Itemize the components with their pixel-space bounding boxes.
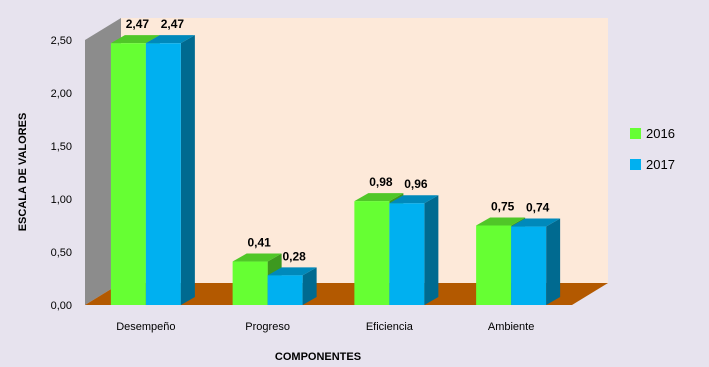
bar-2017	[511, 226, 547, 305]
bar-top-2017	[511, 218, 561, 227]
data-label: 0,96	[404, 177, 428, 191]
bar-2016	[110, 43, 146, 306]
x-tick-label: Desempeño	[116, 321, 175, 333]
data-label: 0,74	[526, 201, 550, 215]
bar-top-2017	[145, 35, 195, 44]
data-label: 0,28	[282, 249, 306, 263]
legend-swatch-2017	[630, 159, 641, 170]
y-tick-label: 1,00	[51, 194, 72, 206]
legend-label: 2016	[646, 126, 675, 141]
y-tick-label: 2,50	[51, 35, 72, 47]
x-axis-title: COMPONENTES	[275, 351, 361, 363]
legend-swatch-2016	[630, 128, 641, 139]
y-tick-label: 0,00	[51, 300, 72, 312]
x-tick-label: Eficiencia	[366, 321, 414, 333]
data-label: 2,47	[126, 17, 150, 31]
bar-2016	[354, 201, 390, 305]
bar-side-2017	[424, 195, 439, 305]
bar-2017	[267, 275, 303, 305]
data-label: 0,98	[369, 175, 393, 189]
bar-top-2017	[389, 195, 439, 204]
data-label: 2,47	[161, 17, 185, 31]
data-label: 0,75	[491, 200, 515, 214]
bar-side-2017	[180, 35, 195, 306]
y-tick-label: 2,00	[51, 88, 72, 100]
bar-top-2016	[110, 35, 160, 44]
y-axis-title: ESCALA DE VALORES	[17, 113, 29, 232]
bar-top-2016	[354, 193, 404, 202]
bar-2016	[232, 261, 268, 305]
back-wall	[121, 18, 608, 283]
bar-2016	[476, 225, 512, 305]
data-label: 0,41	[247, 236, 271, 250]
bar-top-2017	[267, 267, 317, 276]
y-tick-label: 0,50	[51, 247, 72, 259]
bar-side-2017	[302, 267, 317, 305]
bar-top-2016	[476, 217, 526, 226]
bar-side-2017	[546, 218, 561, 305]
y-tick-label: 1,50	[51, 141, 72, 153]
x-tick-label: Ambiente	[488, 321, 534, 333]
x-tick-label: Progreso	[245, 321, 290, 333]
bar-2017	[145, 43, 181, 306]
bar-top-2016	[232, 253, 282, 262]
bar-2017	[389, 203, 425, 305]
legend-label: 2017	[646, 157, 675, 172]
